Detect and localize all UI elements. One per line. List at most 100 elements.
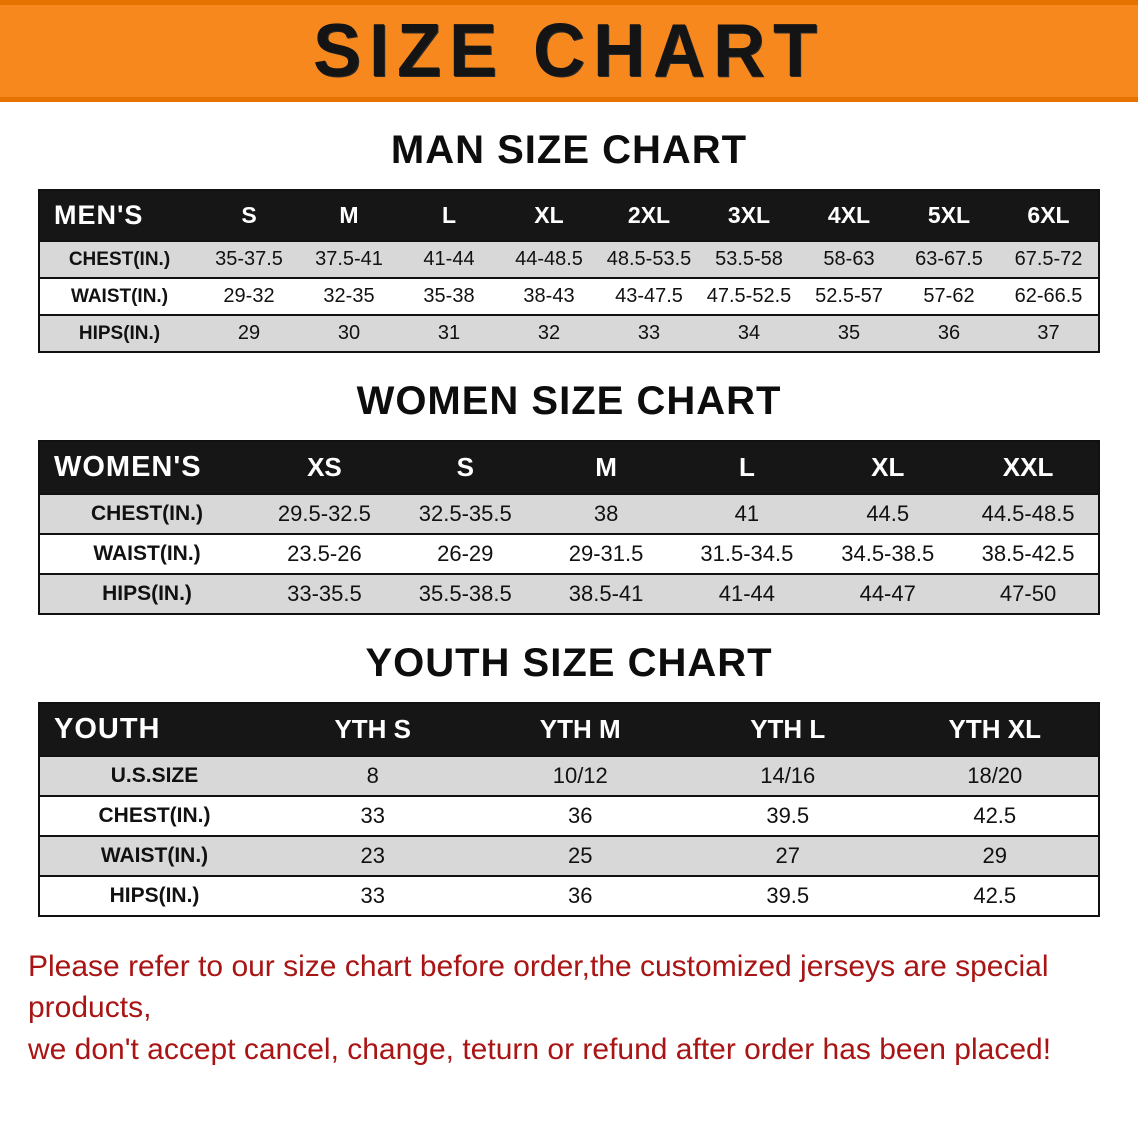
size-header-cell: S <box>199 190 299 241</box>
value-cell: 35.5-38.5 <box>394 573 536 614</box>
table-title-cell: MEN'S <box>39 190 199 241</box>
value-cell: 33 <box>269 795 477 836</box>
size-header-cell: 5XL <box>899 190 999 241</box>
notice-line-2: we don't accept cancel, change, teturn o… <box>28 1033 1052 1066</box>
value-cell: 38.5-41 <box>535 573 677 614</box>
value-cell: 57-62 <box>899 277 999 315</box>
value-cell: 36 <box>476 795 684 836</box>
youth-section-heading: YOUTH SIZE CHART <box>365 641 773 685</box>
table-title-cell: WOMEN'S <box>39 441 254 494</box>
table-title-cell: YOUTH <box>39 703 269 756</box>
value-cell: 14/16 <box>684 755 892 796</box>
table-row: HIPS(IN.) 33 36 39.5 42.5 <box>39 875 1099 916</box>
men-size-section: MAN SIZE CHART MEN'S S M L XL 2XL 3XL 4XL 5XL 6XL… <box>0 128 1138 353</box>
value-cell: 33 <box>599 314 699 352</box>
value-cell: 38-43 <box>499 277 599 315</box>
table-row: CHEST(IN.) 33 36 39.5 42.5 <box>39 795 1099 836</box>
value-cell: 43-47.5 <box>599 277 699 315</box>
value-cell: 63-67.5 <box>899 240 999 278</box>
size-header-cell: 4XL <box>799 190 899 241</box>
table-row: CHEST(IN.) 29.5-32.5 32.5-35.5 38 41 44.5 44.5… <box>39 493 1099 534</box>
value-cell: 37 <box>999 314 1099 352</box>
value-cell: 44.5 <box>817 493 959 534</box>
size-header-cell: XL <box>499 190 599 241</box>
size-header-cell: M <box>535 441 677 494</box>
value-cell: 31 <box>399 314 499 352</box>
value-cell: 29 <box>891 835 1099 876</box>
value-cell: 32.5-35.5 <box>394 493 536 534</box>
value-cell: 31.5-34.5 <box>676 533 818 574</box>
size-header-cell: XL <box>817 441 959 494</box>
men-section-heading: MAN SIZE CHART <box>390 128 748 172</box>
size-header-cell: M <box>299 190 399 241</box>
value-cell: 27 <box>684 835 892 876</box>
value-cell: 38 <box>535 493 677 534</box>
row-label-cell: CHEST(IN.) <box>39 493 254 534</box>
value-cell: 53.5-58 <box>699 240 799 278</box>
size-header-cell: YTH L <box>684 703 892 756</box>
value-cell: 41-44 <box>399 240 499 278</box>
value-cell: 33 <box>269 875 477 916</box>
row-label-cell: CHEST(IN.) <box>39 240 199 278</box>
size-header-cell: 2XL <box>599 190 699 241</box>
value-cell: 23.5-26 <box>254 533 395 574</box>
value-cell: 29-32 <box>199 277 299 315</box>
row-label-cell: WAIST(IN.) <box>39 835 269 876</box>
size-table: MEN'S S M L XL 2XL 3XL 4XL 5XL 6XL CHEST(IN.) 35-37… <box>38 189 1100 353</box>
size-header-cell: L <box>399 190 499 241</box>
table-header-row: MEN'S S M L XL 2XL 3XL 4XL 5XL 6XL <box>39 190 1099 241</box>
order-notice: Please refer to our size chart before or… <box>28 947 1110 1093</box>
value-cell: 10/12 <box>476 755 684 796</box>
value-cell: 30 <box>299 314 399 352</box>
value-cell: 36 <box>476 875 684 916</box>
banner-title: SIZE CHART <box>313 9 825 93</box>
size-header-cell: XS <box>254 441 395 494</box>
size-table: YOUTH YTH S YTH M YTH L YTH XL U.S.SIZE 8 10/12… <box>38 702 1100 917</box>
size-chart-banner: SIZE CHART <box>0 0 1138 102</box>
table-row: WAIST(IN.) 23 25 27 29 <box>39 835 1099 876</box>
value-cell: 44-47 <box>817 573 959 614</box>
value-cell: 36 <box>899 314 999 352</box>
youth-size-table: YOUTH YTH S YTH M YTH L YTH XL U.S.SIZE 8 10/12… <box>38 702 1100 917</box>
value-cell: 23 <box>269 835 477 876</box>
value-cell: 47.5-52.5 <box>699 277 799 315</box>
size-header-cell: L <box>676 441 818 494</box>
row-label-cell: HIPS(IN.) <box>39 314 199 352</box>
value-cell: 62-66.5 <box>999 277 1099 315</box>
value-cell: 29-31.5 <box>535 533 677 574</box>
table-row: HIPS(IN.) 29 30 31 32 33 34 35 36 37 <box>39 314 1099 352</box>
value-cell: 58-63 <box>799 240 899 278</box>
table-row: CHEST(IN.) 35-37.5 37.5-41 41-44 44-48.5 48.5… <box>39 240 1099 278</box>
row-label-cell: WAIST(IN.) <box>39 277 199 315</box>
table-row: HIPS(IN.) 33-35.5 35.5-38.5 38.5-41 41-44 44-… <box>39 573 1099 614</box>
value-cell: 29 <box>199 314 299 352</box>
value-cell: 41-44 <box>676 573 818 614</box>
value-cell: 67.5-72 <box>999 240 1099 278</box>
value-cell: 29.5-32.5 <box>254 493 395 534</box>
table-row: U.S.SIZE 8 10/12 14/16 18/20 <box>39 755 1099 796</box>
value-cell: 25 <box>476 835 684 876</box>
row-label-cell: CHEST(IN.) <box>39 795 269 836</box>
value-cell: 32-35 <box>299 277 399 315</box>
value-cell: 44-48.5 <box>499 240 599 278</box>
value-cell: 42.5 <box>891 875 1099 916</box>
value-cell: 35-37.5 <box>199 240 299 278</box>
women-size-section: WOMEN SIZE CHART WOMEN'S XS S M L XL XXL CHEST(… <box>0 379 1138 615</box>
size-header-cell: S <box>394 441 536 494</box>
row-label-cell: U.S.SIZE <box>39 755 269 796</box>
value-cell: 35-38 <box>399 277 499 315</box>
value-cell: 34.5-38.5 <box>817 533 959 574</box>
youth-size-section: YOUTH SIZE CHART YOUTH YTH S YTH M YTH L YTH… <box>0 641 1138 917</box>
notice-line-1: Please refer to our size chart before or… <box>28 950 1049 1024</box>
size-table: WOMEN'S XS S M L XL XXL CHEST(IN.) 29.5-32.5 32.5… <box>38 440 1100 615</box>
value-cell: 47-50 <box>958 573 1099 614</box>
value-cell: 42.5 <box>891 795 1099 836</box>
size-header-cell: XXL <box>958 441 1099 494</box>
value-cell: 41 <box>676 493 818 534</box>
table-row: WAIST(IN.) 23.5-26 26-29 29-31.5 31.5-34.5 34… <box>39 533 1099 574</box>
row-label-cell: HIPS(IN.) <box>39 573 254 614</box>
value-cell: 8 <box>269 755 477 796</box>
size-header-cell: YTH XL <box>891 703 1099 756</box>
value-cell: 38.5-42.5 <box>958 533 1099 574</box>
